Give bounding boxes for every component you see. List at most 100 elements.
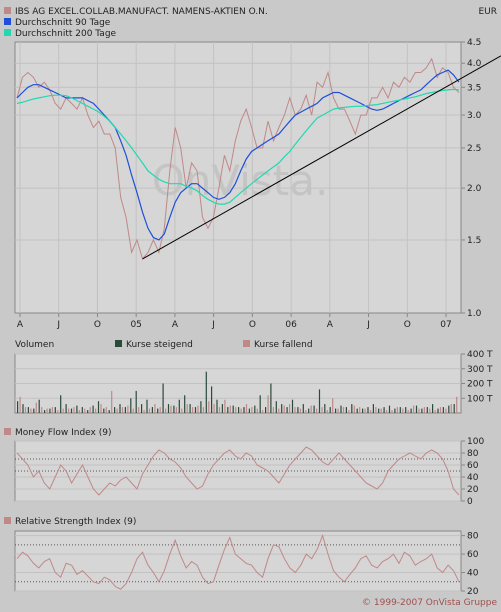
volume-bar-down <box>84 408 86 413</box>
volume-bar-up <box>378 408 380 413</box>
volume-bar-up <box>54 407 56 413</box>
volume-bar-up <box>335 408 337 413</box>
volume-bar-down <box>251 407 253 413</box>
rsi-gridlines <box>15 535 461 592</box>
volume-bar-down <box>283 405 285 413</box>
volume-bar-down <box>396 407 398 413</box>
volume-bar-up <box>49 408 51 413</box>
volume-bar-down <box>30 408 32 413</box>
volume-bar-up <box>76 405 78 413</box>
volume-bar-up <box>318 389 321 413</box>
volume-bar-up <box>232 405 234 413</box>
volume-bar-down <box>256 408 258 413</box>
price-legend-swatch <box>4 18 11 25</box>
rsi-y-tick-label: 80 <box>467 532 479 542</box>
price-panel: OnVista. 4.54.03.53.02.52.01.51.0 A J O 05 A… <box>4 7 501 330</box>
volume-bar-down <box>154 404 156 413</box>
volume-bar-down <box>391 410 393 413</box>
volume-bar-up <box>92 405 94 413</box>
volume-gridlines <box>15 353 461 399</box>
rsi-legend: Relative Strength Index (9) <box>4 517 136 527</box>
volume-bar-up <box>405 407 407 413</box>
price-y-tick-label: 2.0 <box>467 184 482 194</box>
volume-bar-up <box>65 404 67 413</box>
price-x-tick-label: A <box>172 320 179 330</box>
volume-bar-down <box>299 408 301 413</box>
volume-bar-up <box>394 408 396 413</box>
volume-bar-up <box>227 407 229 413</box>
volume-bar-up <box>313 405 315 413</box>
volume-bar-up <box>432 404 434 413</box>
price-legend-label: Durchschnitt 200 Tage <box>15 29 117 39</box>
price-series-line-2 <box>16 88 460 205</box>
volume-bar-down <box>235 407 237 413</box>
volume-bar-up <box>243 407 245 413</box>
volume-bar-down <box>24 407 27 413</box>
volume-bar-up <box>399 407 401 413</box>
volume-bar-up <box>448 405 450 413</box>
volume-bar-up <box>33 408 35 413</box>
currency-label: EUR <box>478 7 497 17</box>
copyright-text: © 1999-2007 OnVista Gruppe <box>362 598 497 608</box>
rsi-series <box>16 534 460 590</box>
volume-bar-down <box>353 405 355 413</box>
volume-bar-down <box>35 402 37 413</box>
rsi-panel: Relative Strength Index (9) 80 60 40 20 <box>4 517 479 597</box>
volume-title: Volumen <box>15 340 54 350</box>
volume-panel: Volumen Kurse steigend Kurse fallend 400 T… <box>14 340 493 414</box>
volume-bar-down <box>73 407 75 413</box>
volume-bar-down <box>375 407 377 413</box>
price-x-tick-label: J <box>366 320 370 330</box>
volume-bar-down <box>418 408 420 413</box>
volume-bar-up <box>44 410 46 413</box>
volume-bar-down <box>310 405 312 413</box>
volume-bar-up <box>442 407 444 413</box>
volume-y-axis: 400 T 300 T 200 T 100 T <box>461 350 493 404</box>
volume-bar-up <box>388 405 391 413</box>
volume-bar-up <box>141 404 143 413</box>
price-y-tick-label: 1.5 <box>467 236 481 246</box>
rsi-y-tick-label: 60 <box>467 550 479 560</box>
volume-bar-down <box>402 408 404 413</box>
mfi-legend: Money Flow Index (9) <box>4 428 112 438</box>
volume-bar-down <box>224 399 226 413</box>
volume-bar-down <box>100 404 102 413</box>
volume-bar-down <box>138 407 140 413</box>
price-x-tick-label: 05 <box>130 320 141 330</box>
price-legend-swatch <box>4 29 11 36</box>
volume-bar-up <box>173 405 175 413</box>
volume-bar-up <box>167 404 170 413</box>
volume-bar-up <box>345 407 347 413</box>
volume-bar-up <box>248 408 250 413</box>
volume-bar-up <box>275 401 277 413</box>
mfi-y-tick-label: 0 <box>467 497 473 507</box>
volume-bar-down <box>245 404 248 413</box>
volume-bar-down <box>208 401 210 413</box>
volume-bar-down <box>116 408 118 413</box>
volume-bar-up <box>367 407 369 413</box>
volume-bar-up <box>437 408 439 413</box>
volume-bar-down <box>143 410 145 413</box>
volume-bar-up <box>415 405 418 413</box>
volume-bar-down <box>364 408 366 413</box>
volume-bar-up <box>286 407 288 413</box>
volume-bar-down <box>78 410 80 413</box>
volume-bar-up <box>151 407 153 413</box>
mfi-y-tick-label: 40 <box>467 473 479 483</box>
volume-bar-up <box>130 398 132 414</box>
trendline <box>142 55 501 260</box>
volume-bar-down <box>192 407 194 413</box>
volume-bar-down <box>445 408 447 413</box>
volume-bar-up <box>453 404 455 413</box>
price-x-tick-label: O <box>404 320 411 330</box>
volume-bar-up <box>270 383 272 413</box>
volume-bar-down <box>413 405 415 413</box>
volume-bar-down <box>267 395 269 413</box>
rsi-legend-swatch <box>4 517 11 524</box>
volume-bar-up <box>87 410 89 413</box>
volume-bar-up <box>70 408 73 413</box>
volume-bar-up <box>103 408 105 413</box>
volume-legend-label: Kurse fallend <box>254 340 313 350</box>
volume-bar-up <box>119 404 121 413</box>
volume-bar-down <box>359 407 361 413</box>
